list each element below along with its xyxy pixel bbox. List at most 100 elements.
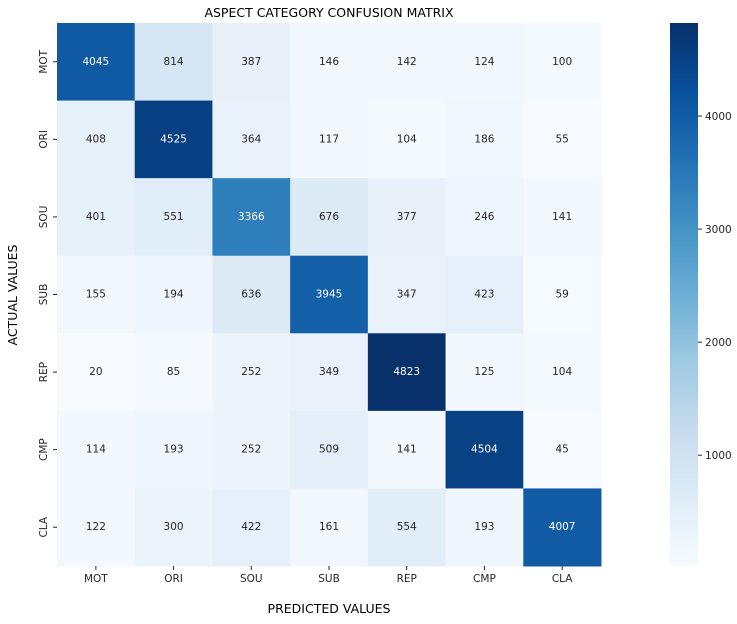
heatmap-cell — [212, 255, 291, 334]
x-tick-label: SUB — [318, 573, 340, 585]
heatmap-cell — [57, 333, 136, 412]
y-axis-title: ACTUAL VALUES — [5, 244, 20, 345]
cell-value-label: 246 — [474, 211, 494, 223]
cell-value-label: 347 — [397, 289, 417, 301]
heatmap-cell — [367, 178, 447, 257]
cell-value-label: 124 — [474, 56, 494, 68]
colorbar-tick-label: 1000 — [705, 450, 732, 462]
cell-value-label: 104 — [397, 133, 417, 145]
cell-value-label: 141 — [397, 444, 417, 456]
heatmap-cell — [523, 410, 602, 489]
heatmap-cell — [445, 23, 524, 102]
heatmap-cell — [290, 255, 369, 334]
cell-value-label: 252 — [241, 444, 261, 456]
heatmap-cell — [445, 255, 524, 334]
heatmap-cell — [57, 488, 136, 567]
heatmap-cell — [290, 488, 369, 567]
cell-value-label: 4007 — [549, 521, 576, 533]
chart-title: ASPECT CATEGORY CONFUSION MATRIX — [204, 5, 454, 20]
heatmap-cell — [290, 100, 369, 179]
heatmap-cell — [445, 410, 524, 489]
heatmap-cell — [290, 23, 369, 102]
y-tick-label: CLA — [38, 516, 50, 537]
x-axis-title: PREDICTED VALUES — [268, 601, 391, 616]
heatmap-cell — [523, 333, 602, 412]
cell-value-label: 141 — [552, 211, 572, 223]
cell-value-label: 193 — [164, 444, 184, 456]
heatmap-cell — [367, 23, 447, 102]
cell-value-label: 408 — [86, 133, 106, 145]
cell-value-label: 117 — [319, 133, 339, 145]
cell-value-label: 142 — [397, 56, 417, 68]
heatmap-cell — [523, 488, 602, 567]
heatmap-cell — [290, 410, 369, 489]
x-tick-label: REP — [397, 573, 417, 585]
heatmap-cell — [134, 410, 213, 489]
heatmap-cell — [134, 333, 213, 412]
heatmap-cell — [290, 333, 369, 412]
cell-value-label: 551 — [164, 211, 184, 223]
y-tick-label: SOU — [38, 206, 50, 229]
cell-value-label: 155 — [86, 289, 106, 301]
cell-value-label: 4525 — [160, 133, 187, 145]
heatmap-cell — [212, 100, 291, 179]
cell-value-label: 252 — [241, 366, 261, 378]
heatmap-cell — [57, 100, 136, 179]
cell-value-label: 422 — [241, 521, 261, 533]
cell-value-label: 364 — [241, 133, 261, 145]
x-tick-label: SOU — [240, 573, 263, 585]
y-tick-label: SUB — [38, 284, 50, 306]
colorbar-tick-label: 2000 — [705, 337, 732, 349]
heatmap-cell — [57, 178, 136, 257]
y-tick-label: ORI — [38, 130, 50, 149]
heatmap-cell — [367, 333, 447, 412]
y-tick-label: CMP — [38, 438, 50, 461]
x-tick-label: CMP — [473, 573, 496, 585]
cell-value-label: 20 — [89, 366, 102, 378]
heatmap-cell — [212, 410, 291, 489]
heatmap-cell — [445, 178, 524, 257]
cell-value-label: 104 — [552, 366, 572, 378]
cell-value-label: 193 — [474, 521, 494, 533]
heatmap-cell — [134, 23, 213, 102]
cell-value-label: 401 — [86, 211, 106, 223]
heatmap-grid: 4045 814 387 146 142 124 100 408 4525 364 117 104 18… — [57, 23, 602, 567]
cell-value-label: 85 — [167, 366, 180, 378]
heatmap-cell — [212, 178, 291, 257]
heatmap-cell — [212, 333, 291, 412]
cell-value-label: 161 — [319, 521, 339, 533]
cell-value-label: 300 — [164, 521, 184, 533]
colorbar-tick-label: 4000 — [705, 111, 732, 123]
cell-value-label: 59 — [555, 289, 568, 301]
cell-value-label: 423 — [474, 289, 494, 301]
cell-value-label: 125 — [474, 366, 494, 378]
cell-value-label: 349 — [319, 366, 339, 378]
y-tick-label: REP — [38, 362, 50, 382]
cell-value-label: 146 — [319, 56, 339, 68]
y-tick-label: MOT — [38, 49, 50, 73]
heatmap-cell — [367, 100, 447, 179]
heatmap-cell — [212, 488, 291, 567]
colorbar-tick-label: 3000 — [705, 224, 732, 236]
heatmap-cell — [290, 178, 369, 257]
heatmap-cell — [212, 23, 291, 102]
cell-value-label: 636 — [241, 289, 261, 301]
x-axis-ticks: MOT ORI SOU SUB REP CMP CLA — [84, 566, 573, 585]
x-tick-label: MOT — [84, 573, 108, 585]
cell-value-label: 122 — [86, 521, 106, 533]
colorbar — [670, 23, 698, 566]
heatmap-cell — [523, 178, 602, 257]
heatmap-cell — [57, 23, 136, 102]
cell-value-label: 814 — [164, 56, 184, 68]
x-tick-label: ORI — [164, 573, 183, 585]
heatmap-cell — [134, 488, 213, 567]
cell-value-label: 4045 — [82, 56, 109, 68]
cell-value-label: 676 — [319, 211, 339, 223]
cell-value-label: 3366 — [238, 211, 265, 223]
x-tick-label: CLA — [552, 573, 573, 585]
heatmap-cell — [445, 488, 524, 567]
cell-value-label: 186 — [474, 133, 494, 145]
cell-value-label: 194 — [164, 289, 184, 301]
heatmap-cell — [367, 255, 447, 334]
